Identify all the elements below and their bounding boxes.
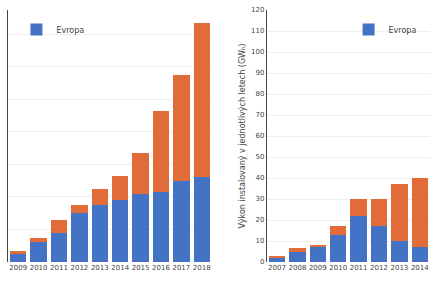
svg-text:60: 60 (256, 132, 265, 140)
svg-text:20: 20 (256, 216, 265, 224)
svg-text:2011: 2011 (350, 264, 368, 272)
svg-text:2009: 2009 (9, 264, 27, 272)
svg-text:2011: 2011 (50, 264, 68, 272)
svg-text:Evropa: Evropa (389, 26, 417, 35)
svg-text:2010: 2010 (30, 264, 48, 272)
svg-text:2010: 2010 (329, 264, 347, 272)
svg-text:110: 110 (251, 27, 264, 35)
svg-text:2007: 2007 (268, 264, 286, 272)
svg-text:120: 120 (251, 6, 264, 14)
svg-text:50: 50 (256, 153, 265, 161)
svg-text:2016: 2016 (152, 264, 170, 272)
svg-text:2014: 2014 (411, 264, 429, 272)
svg-text:100: 100 (251, 48, 264, 56)
svg-text:2012: 2012 (70, 264, 88, 272)
svg-text:2015: 2015 (132, 264, 150, 272)
svg-text:40: 40 (256, 174, 265, 182)
svg-text:2012: 2012 (370, 264, 388, 272)
svg-text:0: 0 (260, 258, 264, 266)
svg-text:70: 70 (256, 111, 265, 119)
svg-text:Evropa: Evropa (56, 26, 84, 35)
svg-text:2014: 2014 (111, 264, 129, 272)
svg-text:10: 10 (256, 237, 265, 245)
svg-text:2017: 2017 (172, 264, 190, 272)
svg-text:80: 80 (256, 90, 265, 98)
svg-text:30: 30 (256, 195, 265, 203)
svg-text:Výkon instalovaný v jednotlivý: Výkon instalovaný v jednotlivých letech … (238, 44, 247, 229)
svg-text:2013: 2013 (390, 264, 408, 272)
svg-text:2013: 2013 (91, 264, 109, 272)
svg-text:2018: 2018 (193, 264, 211, 272)
svg-text:90: 90 (256, 69, 265, 77)
svg-text:2008: 2008 (289, 264, 307, 272)
svg-text:2009: 2009 (309, 264, 327, 272)
